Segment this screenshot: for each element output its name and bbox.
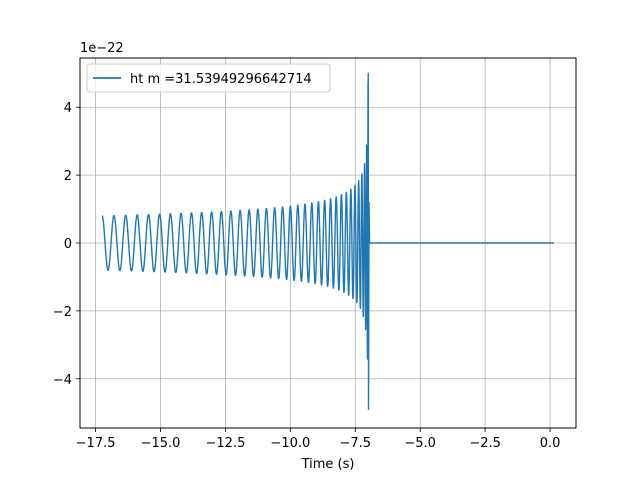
y-tick-label: 0 xyxy=(64,237,72,252)
y-tick-label: 4 xyxy=(64,101,72,116)
y-tick-label: −4 xyxy=(53,373,72,388)
waveform-line xyxy=(101,72,554,411)
x-tick-label: −10.0 xyxy=(270,436,310,451)
y-tick-label: −2 xyxy=(53,305,72,320)
x-axis-label: Time (s) xyxy=(301,457,355,472)
x-axis: −17.5 −15.0 −12.5 −10.0 −7.5 −5.0 −2.5 0.0 xyxy=(76,428,561,451)
x-tick-label: −2.5 xyxy=(469,436,501,451)
x-tick-label: −5.0 xyxy=(404,436,436,451)
x-tick-label: −12.5 xyxy=(206,436,246,451)
y-axis: −4 −2 0 2 4 xyxy=(53,101,80,388)
legend-label: ht m =31.53949296642714 xyxy=(130,72,312,87)
legend-box xyxy=(86,63,331,93)
y-tick-label: 2 xyxy=(64,169,72,184)
y-offset-label: 1e−22 xyxy=(80,41,124,56)
x-tick-label: 0.0 xyxy=(540,436,561,451)
x-tick-label: −7.5 xyxy=(339,436,371,451)
x-tick-label: −15.0 xyxy=(141,436,181,451)
legend: ht m =31.53949296642714 xyxy=(86,63,331,93)
series-layer xyxy=(101,72,554,411)
x-tick-label: −17.5 xyxy=(76,436,116,451)
